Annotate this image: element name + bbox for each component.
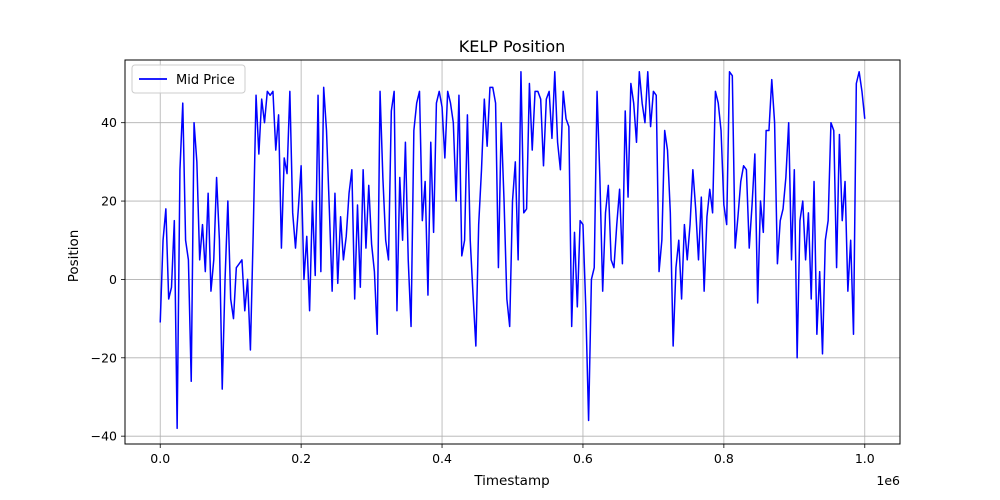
x-tick-label: 0.4: [432, 451, 452, 466]
x-tick-label: 1.0: [855, 451, 875, 466]
y-tick-label: −20: [91, 350, 117, 365]
y-tick-label: 20: [101, 194, 117, 209]
y-tick-label: 0: [109, 272, 117, 287]
x-axis-ticks: 0.0 0.2 0.4 0.6 0.8 1.0: [150, 444, 875, 466]
x-tick-label: 0.8: [714, 451, 734, 466]
x-axis-offset-label: 1e6: [876, 473, 900, 488]
chart-title: KELP Position: [459, 37, 566, 56]
axes-frame: [124, 59, 901, 445]
x-tick-label: 0.0: [150, 451, 170, 466]
plot-area: [159, 71, 866, 430]
legend-label: Mid Price: [176, 73, 235, 88]
x-tick-label: 0.2: [291, 451, 311, 466]
legend-box: [131, 64, 246, 94]
x-axis-label: Timestamp: [473, 473, 549, 489]
y-tick-label: −40: [91, 429, 117, 444]
series-line-mid-price: [159, 71, 866, 430]
x-tick-label: 0.6: [573, 451, 593, 466]
y-axis-label: Position: [66, 230, 82, 283]
y-axis-ticks: −40 −20 0 20 40: [91, 115, 125, 444]
y-tick-label: 40: [101, 115, 117, 130]
legend: Mid Price: [131, 64, 246, 94]
